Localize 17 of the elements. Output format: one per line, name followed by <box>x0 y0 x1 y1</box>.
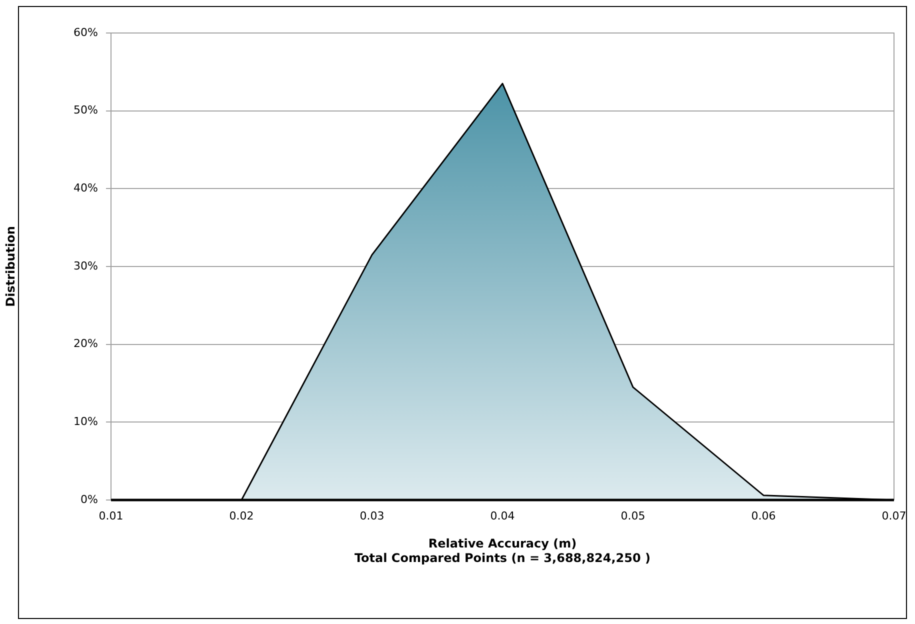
y-tick-label: 20% <box>74 337 98 350</box>
x-tick-label: 0.07 <box>882 509 906 522</box>
y-tick-label: 30% <box>74 259 98 272</box>
y-tick-label: 40% <box>74 182 98 195</box>
y-tick-label: 0% <box>80 492 98 506</box>
x-tick-label: 0.01 <box>98 509 124 522</box>
y-tick-label: 60% <box>74 26 98 39</box>
text: Total Compared Points (n = 3,688,824,250 ) <box>354 550 651 565</box>
x-tick-label: 0.06 <box>751 509 776 522</box>
y-axis-title: Distribution <box>3 226 18 307</box>
x-tick-label: 0.03 <box>360 509 384 522</box>
x-tick-label: 0.04 <box>490 509 515 522</box>
x-axis-title: Relative Accuracy (m) <box>428 536 577 551</box>
x-tick-label: 0.02 <box>229 509 254 522</box>
x-tick-label: 0.05 <box>620 509 646 522</box>
y-tick-label: 10% <box>74 415 98 428</box>
y-tick-label: 50% <box>74 104 98 117</box>
